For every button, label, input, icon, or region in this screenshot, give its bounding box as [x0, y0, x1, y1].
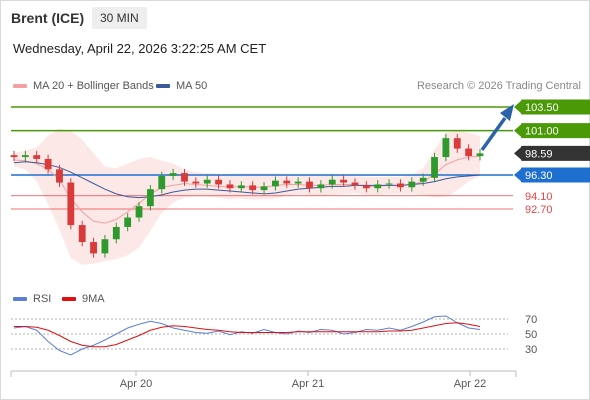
ma20-swatch-icon: [13, 84, 27, 88]
rsi-tick-50: 50: [525, 329, 537, 341]
candle-body: [283, 180, 291, 184]
forecast-arrowhead-icon: [500, 104, 514, 121]
rsi-tick-70: 70: [525, 314, 537, 326]
candle-body: [294, 181, 302, 184]
candle-body: [169, 173, 177, 176]
candle-body: [385, 183, 393, 185]
interval-selector[interactable]: 30 MIN: [92, 7, 147, 29]
candle-body: [374, 184, 382, 189]
candle-body: [56, 169, 63, 183]
x-label-Apr-20: Apr 20: [120, 378, 152, 390]
chart-header: Brent (ICE) 30 MIN: [0, 0, 590, 36]
x-label-Apr-22: Apr 22: [454, 378, 486, 390]
instrument-title: Brent (ICE): [11, 10, 85, 26]
candle-body: [10, 155, 18, 158]
9ma-swatch-icon: [62, 297, 76, 301]
legend-ma20: MA 20 + Bollinger Bands: [13, 80, 154, 92]
candle-body: [419, 177, 427, 182]
legend-rsi: RSI: [13, 293, 51, 305]
candle-body: [237, 185, 245, 189]
candle-body: [431, 157, 438, 178]
candle-body: [351, 182, 359, 186]
candle-body: [317, 184, 325, 189]
candle-body: [465, 148, 473, 157]
candle-body: [192, 181, 200, 184]
candle-body: [249, 185, 257, 191]
candle-body: [21, 155, 29, 158]
price-tag-current: [521, 145, 590, 161]
price-tag-pointer-icon: [514, 100, 522, 114]
candle-body: [215, 179, 222, 185]
candle-body: [135, 206, 143, 218]
candle-body: [44, 158, 52, 170]
price-label-101.00: 101.00: [525, 126, 559, 138]
copyright: Research © 2026 Trading Central: [416, 80, 581, 92]
price-label-96.30: 96.30: [525, 170, 553, 182]
timestamp: Wednesday, April 22, 2026 3:22:25 AM CET: [13, 41, 267, 56]
price-tag-resistance: [521, 99, 590, 115]
candle-body: [453, 138, 461, 149]
price-label-98.59: 98.59: [525, 148, 553, 160]
price-label-94.10: 94.10: [525, 191, 553, 203]
price-tag-pointer-icon: [514, 146, 522, 161]
candle-body: [328, 179, 336, 185]
rsi-swatch-icon: [13, 297, 27, 301]
candle-body: [203, 179, 211, 184]
candle-body: [112, 226, 120, 240]
candle-body: [306, 181, 313, 189]
candle-body: [260, 186, 268, 191]
price-tag-pivot: [521, 167, 590, 183]
x-label-Apr-21: Apr 21: [292, 378, 324, 390]
price-tag-pointer-icon: [514, 123, 522, 138]
forecast-arrow-icon: [480, 116, 507, 152]
candle-body: [33, 155, 41, 159]
candle-body: [67, 182, 75, 226]
candle-body: [362, 185, 370, 189]
price-label-103.50: 103.50: [525, 102, 559, 114]
ma20-label: MA 20 + Bollinger Bands: [33, 80, 154, 92]
candle-body: [476, 153, 484, 157]
rsi-label: RSI: [33, 293, 52, 305]
candle-body: [340, 179, 348, 183]
price-label-92.70: 92.70: [525, 204, 553, 216]
ma50-label: MA 50: [176, 80, 208, 92]
candle-body: [124, 217, 132, 227]
candle-body: [397, 183, 404, 188]
candle-body: [226, 184, 234, 189]
candle-body: [272, 180, 279, 187]
price-tag-resistance: [521, 123, 590, 139]
candle-body: [101, 239, 109, 254]
price-tag-pointer-icon: [514, 168, 522, 182]
rsi-ma-line: [14, 322, 481, 348]
ma50-swatch-icon: [156, 84, 170, 88]
candle-body: [146, 189, 154, 207]
9ma-label: 9MA: [82, 293, 105, 305]
candle-body: [408, 181, 416, 188]
candle-body: [181, 173, 188, 182]
bollinger-band-area: [14, 128, 480, 265]
legend-9ma: 9MA: [62, 293, 105, 305]
candle-body: [442, 138, 450, 158]
rsi-tick-30: 30: [525, 344, 537, 356]
candle-body: [78, 225, 86, 243]
legend-ma50: MA 50: [156, 80, 207, 92]
candle-body: [90, 242, 97, 254]
candle-body: [158, 175, 166, 190]
